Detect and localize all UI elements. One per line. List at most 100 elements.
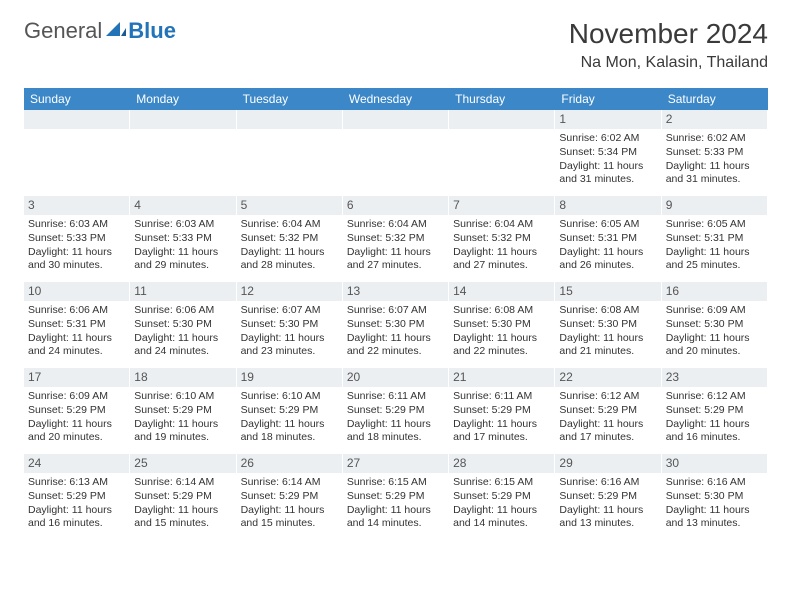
day-cell: 10Sunrise: 6:06 AMSunset: 5:31 PMDayligh… — [24, 282, 130, 368]
header: General Blue November 2024 Na Mon, Kalas… — [0, 0, 792, 80]
day-sunset: Sunset: 5:29 PM — [453, 404, 550, 417]
day-sunrise: Sunrise: 6:06 AM — [28, 304, 125, 317]
day-sunrise: Sunrise: 6:07 AM — [241, 304, 338, 317]
day-sunrise: Sunrise: 6:09 AM — [28, 390, 125, 403]
day-number: 5 — [237, 196, 342, 215]
day-sunset: Sunset: 5:29 PM — [134, 404, 231, 417]
day-sunrise: Sunrise: 6:16 AM — [559, 476, 656, 489]
day-number: 11 — [130, 282, 235, 301]
day-cell: 12Sunrise: 6:07 AMSunset: 5:30 PMDayligh… — [237, 282, 343, 368]
day-number — [343, 110, 448, 129]
day-sunset: Sunset: 5:30 PM — [241, 318, 338, 331]
day-sunset: Sunset: 5:29 PM — [241, 404, 338, 417]
day-number — [24, 110, 129, 129]
day-sunset: Sunset: 5:30 PM — [559, 318, 656, 331]
day-sunrise: Sunrise: 6:16 AM — [666, 476, 763, 489]
day-sunrise: Sunrise: 6:04 AM — [241, 218, 338, 231]
calendar-body: 1Sunrise: 6:02 AMSunset: 5:34 PMDaylight… — [24, 110, 768, 540]
day-number: 2 — [662, 110, 767, 129]
day-sunrise: Sunrise: 6:11 AM — [453, 390, 550, 403]
day-cell: 3Sunrise: 6:03 AMSunset: 5:33 PMDaylight… — [24, 196, 130, 282]
day-sunset: Sunset: 5:30 PM — [347, 318, 444, 331]
day-daylight: Daylight: 11 hours and 13 minutes. — [559, 504, 656, 530]
day-cell: 7Sunrise: 6:04 AMSunset: 5:32 PMDaylight… — [449, 196, 555, 282]
day-cell: 28Sunrise: 6:15 AMSunset: 5:29 PMDayligh… — [449, 454, 555, 540]
day-cell: 26Sunrise: 6:14 AMSunset: 5:29 PMDayligh… — [237, 454, 343, 540]
day-daylight: Daylight: 11 hours and 16 minutes. — [666, 418, 763, 444]
brand-logo: General Blue — [24, 18, 176, 44]
day-cell: 15Sunrise: 6:08 AMSunset: 5:30 PMDayligh… — [555, 282, 661, 368]
day-sunset: Sunset: 5:29 PM — [241, 490, 338, 503]
day-daylight: Daylight: 11 hours and 14 minutes. — [453, 504, 550, 530]
day-number: 13 — [343, 282, 448, 301]
day-cell: 6Sunrise: 6:04 AMSunset: 5:32 PMDaylight… — [343, 196, 449, 282]
day-number: 19 — [237, 368, 342, 387]
day-sunrise: Sunrise: 6:14 AM — [134, 476, 231, 489]
day-daylight: Daylight: 11 hours and 20 minutes. — [666, 332, 763, 358]
day-cell: 25 Sunrise: 6:14 AMSunset: 5:29 PMDayligh… — [130, 454, 236, 540]
day-cell: 11Sunrise: 6:06 AMSunset: 5:30 PMDayligh… — [130, 282, 236, 368]
day-daylight: Daylight: 11 hours and 26 minutes. — [559, 246, 656, 272]
day-sunrise: Sunrise: 6:12 AM — [559, 390, 656, 403]
day-number: 29 — [555, 454, 660, 473]
day-sunrise: Sunrise: 6:14 AM — [241, 476, 338, 489]
day-cell: 18Sunrise: 6:10 AMSunset: 5:29 PMDayligh… — [130, 368, 236, 454]
week-row: 17Sunrise: 6:09 AMSunset: 5:29 PMDayligh… — [24, 368, 768, 454]
day-number: 28 — [449, 454, 554, 473]
weekday-header-row: SundayMondayTuesdayWednesdayThursdayFrid… — [24, 88, 768, 110]
day-cell — [24, 110, 130, 196]
day-sunset: Sunset: 5:30 PM — [134, 318, 231, 331]
weekday-header-cell: Wednesday — [343, 88, 449, 110]
day-number: 4 — [130, 196, 235, 215]
brand-sail-icon — [106, 18, 126, 44]
day-number — [130, 110, 235, 129]
day-sunset: Sunset: 5:30 PM — [666, 318, 763, 331]
day-sunset: Sunset: 5:29 PM — [28, 490, 125, 503]
day-daylight: Daylight: 11 hours and 18 minutes. — [347, 418, 444, 444]
day-daylight: Daylight: 11 hours and 15 minutes. — [134, 504, 231, 530]
week-row: 1Sunrise: 6:02 AMSunset: 5:34 PMDaylight… — [24, 110, 768, 196]
day-cell: 24Sunrise: 6:13 AMSunset: 5:29 PMDayligh… — [24, 454, 130, 540]
day-sunset: Sunset: 5:29 PM — [347, 490, 444, 503]
day-daylight: Daylight: 11 hours and 20 minutes. — [28, 418, 125, 444]
day-daylight: Daylight: 11 hours and 29 minutes. — [134, 246, 231, 272]
day-sunrise: Sunrise: 6:07 AM — [347, 304, 444, 317]
day-sunset: Sunset: 5:29 PM — [28, 404, 125, 417]
day-daylight: Daylight: 11 hours and 17 minutes. — [453, 418, 550, 444]
title-block: November 2024 Na Mon, Kalasin, Thailand — [569, 18, 768, 72]
day-sunrise: Sunrise: 6:10 AM — [241, 390, 338, 403]
day-daylight: Daylight: 11 hours and 17 minutes. — [559, 418, 656, 444]
day-sunset: Sunset: 5:31 PM — [666, 232, 763, 245]
day-number: 21 — [449, 368, 554, 387]
day-sunrise: Sunrise: 6:04 AM — [453, 218, 550, 231]
day-sunset: Sunset: 5:29 PM — [559, 490, 656, 503]
day-daylight: Daylight: 11 hours and 13 minutes. — [666, 504, 763, 530]
day-sunrise: Sunrise: 6:08 AM — [559, 304, 656, 317]
day-cell — [343, 110, 449, 196]
day-number: 1 — [555, 110, 660, 129]
day-daylight: Daylight: 11 hours and 25 minutes. — [666, 246, 763, 272]
day-daylight: Daylight: 11 hours and 16 minutes. — [28, 504, 125, 530]
weekday-header-cell: Tuesday — [237, 88, 343, 110]
day-sunrise: Sunrise: 6:09 AM — [666, 304, 763, 317]
day-sunrise: Sunrise: 6:03 AM — [28, 218, 125, 231]
day-cell: 4Sunrise: 6:03 AMSunset: 5:33 PMDaylight… — [130, 196, 236, 282]
day-daylight: Daylight: 11 hours and 31 minutes. — [559, 160, 656, 186]
day-sunrise: Sunrise: 6:13 AM — [28, 476, 125, 489]
day-daylight: Daylight: 11 hours and 27 minutes. — [347, 246, 444, 272]
day-sunrise: Sunrise: 6:08 AM — [453, 304, 550, 317]
day-number: 25 — [130, 454, 235, 473]
day-sunset: Sunset: 5:30 PM — [453, 318, 550, 331]
day-sunrise: Sunrise: 6:12 AM — [666, 390, 763, 403]
day-daylight: Daylight: 11 hours and 15 minutes. — [241, 504, 338, 530]
day-cell: 22Sunrise: 6:12 AMSunset: 5:29 PMDayligh… — [555, 368, 661, 454]
day-sunset: Sunset: 5:29 PM — [134, 490, 231, 503]
day-cell — [449, 110, 555, 196]
day-number: 14 — [449, 282, 554, 301]
day-cell: 20Sunrise: 6:11 AMSunset: 5:29 PMDayligh… — [343, 368, 449, 454]
day-sunset: Sunset: 5:29 PM — [559, 404, 656, 417]
week-row: 10Sunrise: 6:06 AMSunset: 5:31 PMDayligh… — [24, 282, 768, 368]
calendar: SundayMondayTuesdayWednesdayThursdayFrid… — [24, 88, 768, 540]
day-number: 20 — [343, 368, 448, 387]
day-cell — [130, 110, 236, 196]
